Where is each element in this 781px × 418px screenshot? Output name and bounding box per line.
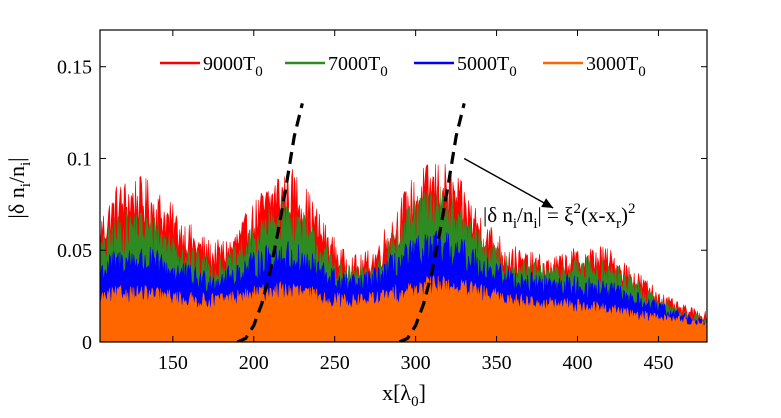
legend: 9000T0 7000T0 5000T0 3000T0 bbox=[160, 53, 646, 80]
y-tick-label: 0.15 bbox=[57, 57, 92, 79]
x-tick-label: 400 bbox=[563, 352, 593, 374]
annotation: |δ ni/ni| = ξ2(x-xr)2 bbox=[463, 157, 635, 232]
x-tick-label: 250 bbox=[320, 352, 350, 374]
plot-area bbox=[100, 163, 707, 342]
legend-label-0: 9000T0 bbox=[203, 53, 263, 80]
legend-label-1: 7000T0 bbox=[328, 53, 388, 80]
y-axis-label: |δ ni/ni| bbox=[4, 157, 34, 218]
annotation-arrow bbox=[463, 157, 554, 209]
dashed-curves bbox=[236, 103, 466, 342]
dashed-curve-1 bbox=[398, 103, 466, 342]
x-tick-label: 300 bbox=[401, 352, 431, 374]
y-tick-label: 0.1 bbox=[67, 148, 92, 170]
series-fill-3 bbox=[100, 275, 707, 342]
axes bbox=[99, 29, 708, 343]
x-tick-label: 150 bbox=[158, 352, 188, 374]
annotation-arrowhead bbox=[541, 198, 554, 209]
annotation-formula: |δ ni/ni| = ξ2(x-xr)2 bbox=[483, 201, 635, 232]
y-tick-label: 0.05 bbox=[57, 240, 92, 262]
tick-labels: 150 200 250 300 350 400 450 0 0.05 0.1 0.15 bbox=[57, 57, 673, 374]
axes-frame bbox=[99, 29, 708, 343]
legend-label-2: 5000T0 bbox=[457, 53, 517, 80]
dashed-curve-0 bbox=[236, 103, 304, 342]
x-tick-label: 450 bbox=[643, 352, 673, 374]
x-tick-label: 350 bbox=[482, 352, 512, 374]
x-axis-label: x[λ0] bbox=[382, 380, 426, 410]
x-tick-label: 200 bbox=[239, 352, 269, 374]
legend-label-3: 3000T0 bbox=[586, 53, 646, 80]
y-tick-label: 0 bbox=[82, 332, 92, 354]
